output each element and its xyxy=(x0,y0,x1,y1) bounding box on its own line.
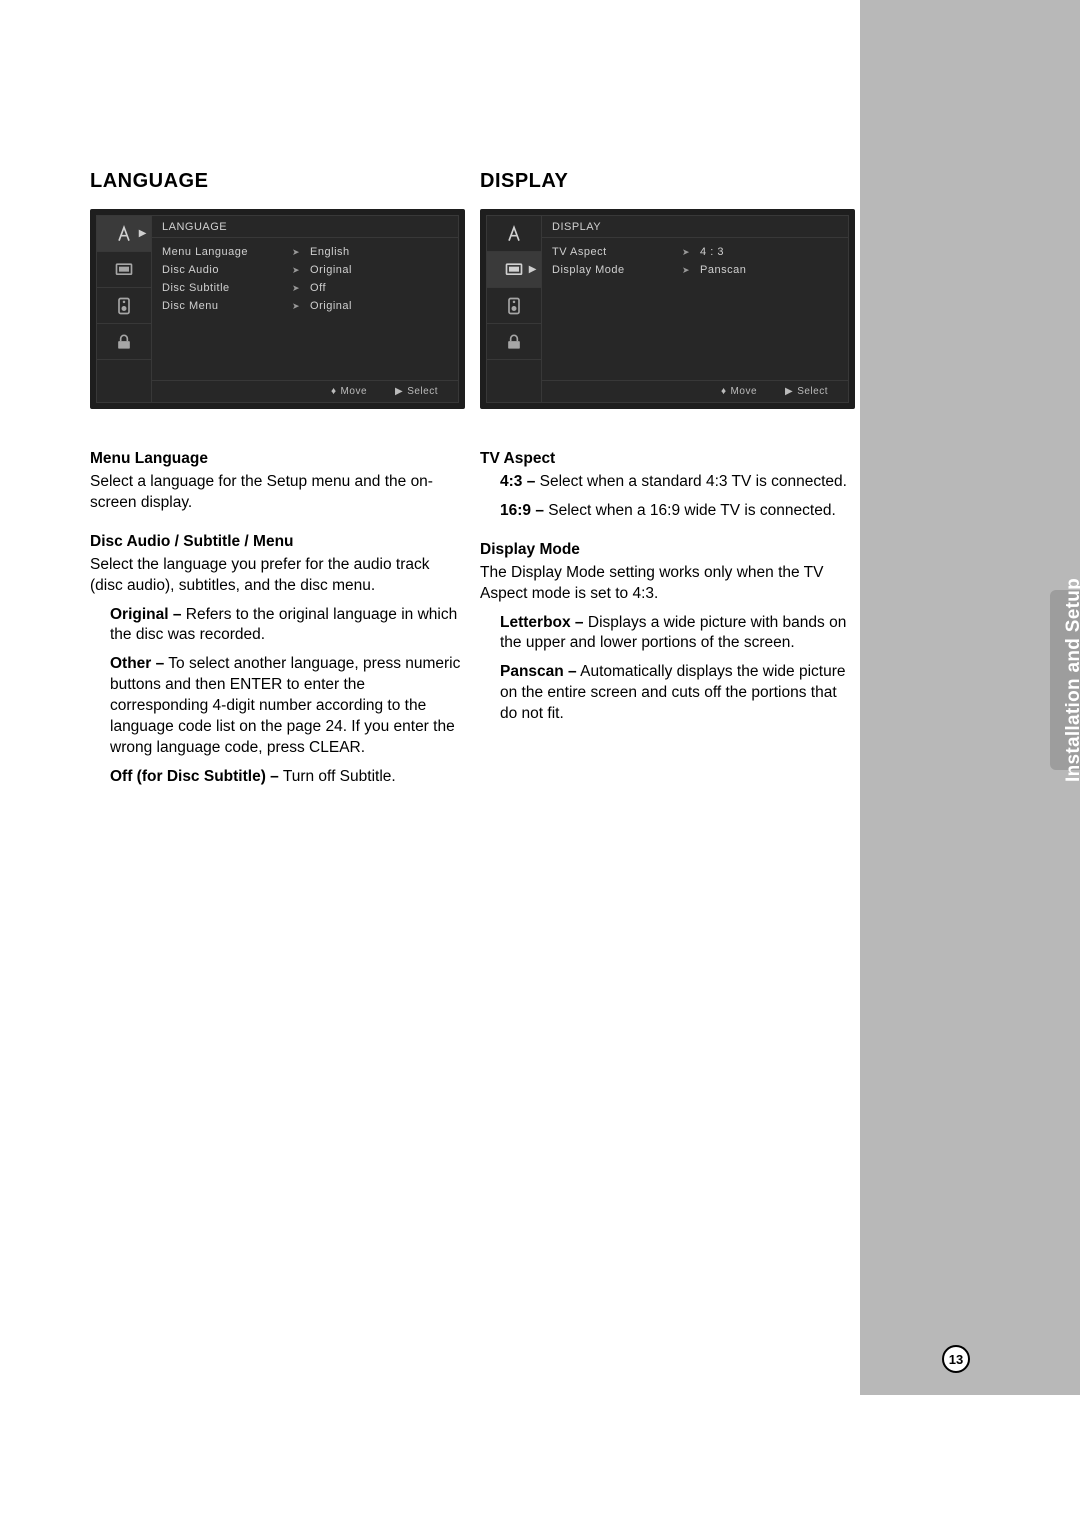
osd-footer: ♦Move ▶Select xyxy=(542,380,848,402)
menu-language-desc: Select a language for the Setup menu and… xyxy=(90,472,465,514)
osd-label[interactable]: Disc Audio xyxy=(162,264,292,276)
tv-aspect-heading: TV Aspect xyxy=(480,449,855,470)
updown-icon: ♦ xyxy=(331,386,337,397)
panscan-item: Panscan – Automatically displays the wid… xyxy=(500,662,855,725)
screen-icon xyxy=(504,260,524,280)
osd-labels: TV Aspect Display Mode xyxy=(542,238,682,380)
cursor-icon: ➤ xyxy=(292,265,300,276)
triangle-right-icon: ▶ xyxy=(785,386,793,397)
osd-icon-display[interactable]: ▶ xyxy=(487,252,541,288)
osd-header: LANGUAGE xyxy=(152,216,458,238)
language-column: LANGUAGE ▶ xyxy=(90,170,465,788)
osd-label[interactable]: Display Mode xyxy=(552,264,682,276)
cursor-icon: ➤ xyxy=(292,301,300,312)
other-item: Other – To select another language, pres… xyxy=(110,654,465,759)
osd-labels: Menu Language Disc Audio Disc Subtitle D… xyxy=(152,238,292,380)
osd-icon-lock[interactable] xyxy=(97,324,151,360)
osd-icon-display[interactable] xyxy=(97,252,151,288)
off-subtitle-item: Off (for Disc Subtitle) – Turn off Subti… xyxy=(110,767,465,788)
select-hint: ▶Select xyxy=(785,386,828,397)
display-mode-desc: The Display Mode setting works only when… xyxy=(480,563,855,605)
select-hint: ▶Select xyxy=(395,386,438,397)
osd-icon-language[interactable] xyxy=(487,216,541,252)
osd-values: ➤4 : 3 ➤Panscan xyxy=(682,238,848,380)
osd-values: ➤English ➤Original ➤Off ➤Original xyxy=(292,238,458,380)
speaker-icon xyxy=(114,296,134,316)
osd-icon-audio[interactable] xyxy=(97,288,151,324)
move-hint: ♦Move xyxy=(721,386,757,397)
osd-icon-audio[interactable] xyxy=(487,288,541,324)
lock-icon xyxy=(114,332,134,352)
section-tab: Installation and Setup xyxy=(1050,590,1080,770)
display-text: TV Aspect 4:3 – Select when a standard 4… xyxy=(480,449,855,725)
disc-asm-heading: Disc Audio / Subtitle / Menu xyxy=(90,532,465,553)
cursor-icon: ➤ xyxy=(292,283,300,294)
osd-label[interactable]: Disc Menu xyxy=(162,300,292,312)
display-mode-heading: Display Mode xyxy=(480,540,855,561)
cursor-icon: ➤ xyxy=(292,247,300,258)
speaker-icon xyxy=(504,296,524,316)
page-number: 13 xyxy=(942,1345,970,1373)
move-hint: ♦Move xyxy=(331,386,367,397)
cursor-icon: ➤ xyxy=(682,247,690,258)
osd-value[interactable]: ➤Original xyxy=(292,300,458,312)
display-osd: ▶ DISPLAY TV Aspect Display xyxy=(480,209,855,409)
language-heading: LANGUAGE xyxy=(90,170,465,193)
language-osd: ▶ LANGUAGE xyxy=(90,209,465,409)
display-heading: DISPLAY xyxy=(480,170,855,193)
content-area: LANGUAGE ▶ xyxy=(90,170,855,788)
lock-icon xyxy=(504,332,524,352)
language-text: Menu Language Select a language for the … xyxy=(90,449,465,788)
osd-icon-empty xyxy=(487,360,541,402)
osd-value[interactable]: ➤Off xyxy=(292,282,458,294)
original-item: Original – Refers to the original langua… xyxy=(110,605,465,647)
sidebar-band xyxy=(860,0,1080,1395)
updown-icon: ♦ xyxy=(721,386,727,397)
osd-icon-empty xyxy=(97,360,151,402)
osd-icon-rail: ▶ xyxy=(97,216,152,402)
osd-value[interactable]: ➤Original xyxy=(292,264,458,276)
disc-asm-desc: Select the language you prefer for the a… xyxy=(90,555,465,597)
aspect-169-item: 16:9 – Select when a 16:9 wide TV is con… xyxy=(500,501,855,522)
letter-a-icon xyxy=(114,224,134,244)
osd-value[interactable]: ➤Panscan xyxy=(682,264,848,276)
triangle-right-icon: ▶ xyxy=(395,386,403,397)
osd-header: DISPLAY xyxy=(542,216,848,238)
osd-icon-rail: ▶ xyxy=(487,216,542,402)
cursor-icon: ➤ xyxy=(682,265,690,276)
menu-language-heading: Menu Language xyxy=(90,449,465,470)
chevron-right-icon: ▶ xyxy=(139,228,147,239)
osd-label[interactable]: Menu Language xyxy=(162,246,292,258)
letterbox-item: Letterbox – Displays a wide picture with… xyxy=(500,613,855,655)
chevron-right-icon: ▶ xyxy=(529,264,537,275)
osd-icon-lock[interactable] xyxy=(487,324,541,360)
osd-value[interactable]: ➤English xyxy=(292,246,458,258)
letter-a-icon xyxy=(504,224,524,244)
osd-label[interactable]: TV Aspect xyxy=(552,246,682,258)
osd-label[interactable]: Disc Subtitle xyxy=(162,282,292,294)
display-column: DISPLAY ▶ xyxy=(480,170,855,788)
screen-icon xyxy=(114,260,134,280)
osd-footer: ♦Move ▶Select xyxy=(152,380,458,402)
aspect-43-item: 4:3 – Select when a standard 4:3 TV is c… xyxy=(500,472,855,493)
osd-value[interactable]: ➤4 : 3 xyxy=(682,246,848,258)
osd-icon-language[interactable]: ▶ xyxy=(97,216,151,252)
